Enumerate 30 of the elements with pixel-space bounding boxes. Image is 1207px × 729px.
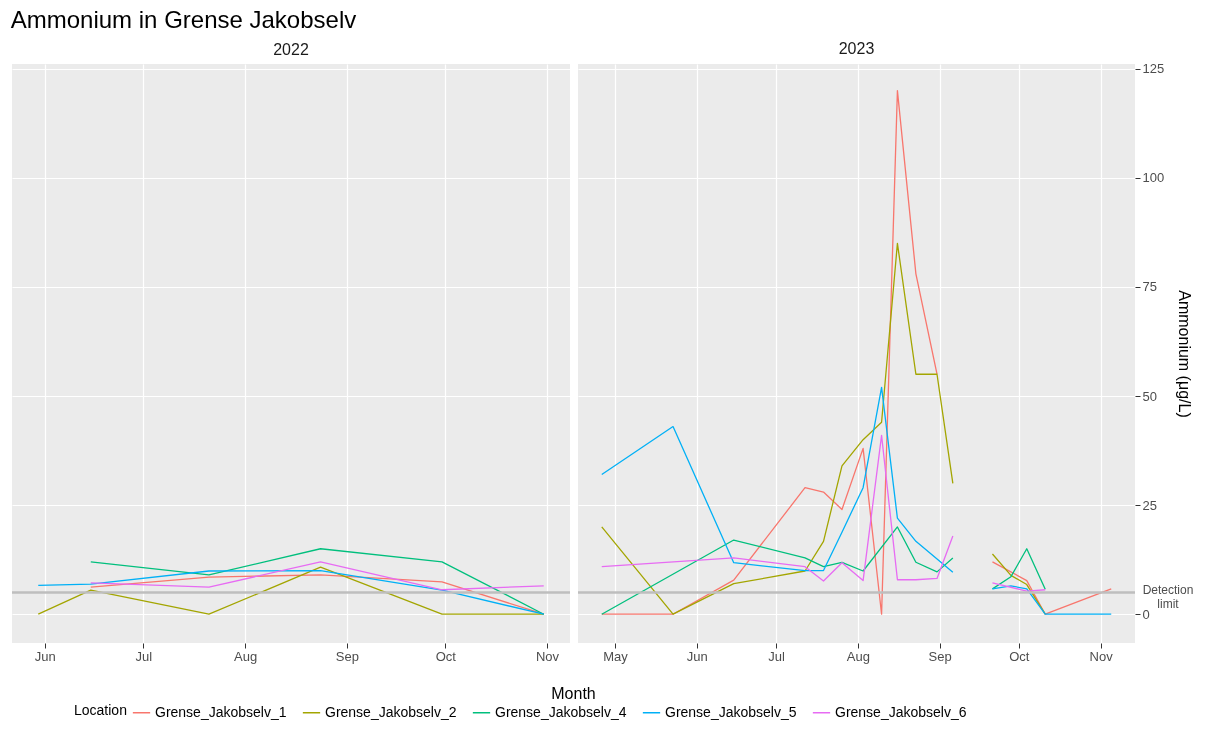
- x-tick-label: Sep: [928, 648, 952, 664]
- x-tick-label: Nov: [535, 648, 560, 664]
- legend-label: Grense_Jakobselv_5: [665, 703, 797, 720]
- y-tick-label: 125: [1142, 61, 1165, 77]
- x-tick-label: Jun: [686, 648, 708, 664]
- legend-title: Location: [74, 702, 127, 718]
- legend-label: Grense_Jakobselv_1: [155, 703, 287, 720]
- y-tick-label: 50: [1142, 388, 1157, 404]
- x-tick-label: Oct: [1009, 648, 1030, 664]
- x-tick-label: Oct: [435, 648, 457, 664]
- x-tick-label: May: [603, 648, 629, 664]
- chart-subtitle: 2023: [838, 39, 875, 57]
- y-tick-label: 75: [1142, 279, 1157, 295]
- x-tick-label: Sep: [335, 648, 359, 664]
- chart-title: Ammonium in Grense Jakobselv: [10, 5, 357, 33]
- legend-label: Grense_Jakobselv_2: [325, 703, 457, 720]
- x-tick-label: Jun: [34, 648, 56, 664]
- x-tick-label: Aug: [233, 648, 258, 664]
- chart-subtitle: 2022: [273, 41, 309, 58]
- x-axis-title: Month: [551, 684, 596, 702]
- x-tick-label: Aug: [846, 648, 870, 664]
- y-tick-label: 25: [1142, 497, 1157, 513]
- x-tick-label: Jul: [135, 648, 153, 664]
- y-tick-label: 0: [1142, 606, 1150, 622]
- x-tick-label: Nov: [1089, 648, 1114, 664]
- x-tick-label: Jul: [768, 648, 785, 664]
- legend-label: Grense_Jakobselv_6: [835, 703, 967, 720]
- y-tick-label: 100: [1142, 170, 1165, 186]
- y-axis-title: Ammonium (μg/L): [1176, 290, 1194, 418]
- legend-label: Grense_Jakobselv_4: [495, 703, 627, 720]
